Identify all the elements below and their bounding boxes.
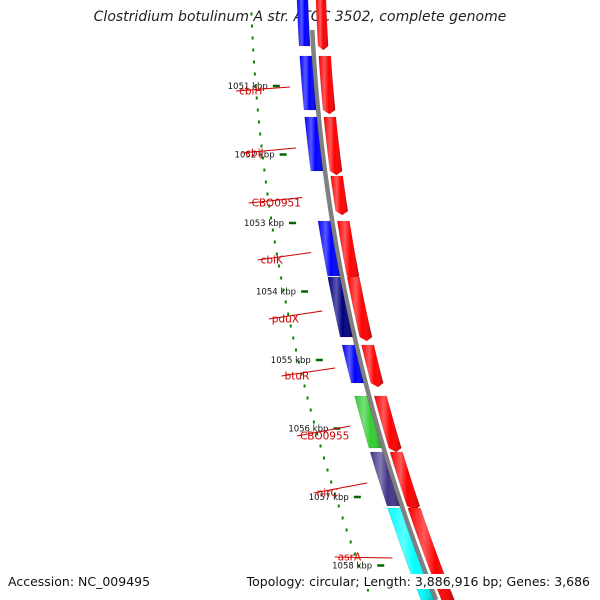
cds-arrow-shading: [323, 117, 343, 175]
cog-block-shading: [354, 396, 382, 448]
cog-block-shading: [342, 345, 364, 383]
gc-dot: [252, 48, 255, 52]
gene-label-leader: [281, 367, 336, 377]
gc-dot: [275, 252, 278, 256]
gene-label: btuR: [285, 371, 310, 383]
gene-label: cbiJ: [245, 148, 263, 160]
genome-stats-label: Topology: circular; Length: 3,886,916 bp…: [246, 574, 590, 589]
tick-label: 1051 kbp: [228, 82, 268, 92]
tick-label: 1057 kbp: [309, 493, 349, 503]
gc-dot: [292, 336, 295, 340]
gc-dot: [316, 432, 319, 436]
gc-dot: [254, 84, 257, 88]
gc-dot: [323, 456, 325, 460]
cog-block-shading: [304, 117, 323, 171]
gene-label-track: cbiH cbiJ CBO0951 cbiK pduX btuR CBO0955 nirC as…: [236, 86, 393, 564]
gene-label: cbiH: [239, 86, 262, 98]
gc-dot: [268, 204, 271, 208]
gene-label-leader: [257, 252, 312, 261]
gc-dot: [253, 72, 256, 76]
gene-label: pduX: [272, 314, 299, 326]
cds-arrow-shading: [374, 396, 402, 452]
gc-dot: [277, 264, 280, 268]
gc-dot: [263, 168, 266, 172]
gene-label-leader: [242, 147, 296, 154]
gc-dot: [270, 216, 273, 220]
gc-dot: [300, 372, 303, 376]
cds-arrow-shading: [361, 345, 384, 387]
tick-label: 1056 kbp: [288, 425, 328, 435]
gc-dot: [333, 492, 336, 496]
tick-label: 1055 kbp: [271, 356, 311, 366]
gc-dot: [284, 300, 287, 304]
gc-dot: [289, 324, 292, 328]
gc-dot: [366, 588, 369, 592]
tick-label: 1054 kbp: [256, 288, 296, 298]
gc-dot: [345, 528, 348, 532]
gene-label-leader: [334, 556, 393, 559]
gene-label-leader: [236, 86, 290, 92]
cog-block-shading: [299, 56, 317, 110]
gc-dot: [253, 60, 256, 64]
backbone-track: [310, 29, 439, 600]
gc-dot: [266, 192, 269, 196]
gc-dot: [250, 12, 253, 16]
gc-dot: [326, 468, 329, 472]
gene-label: CBO0951: [252, 198, 301, 210]
gc-dot: [341, 516, 344, 520]
gc-dot: [260, 144, 263, 148]
gc-dot: [353, 552, 356, 556]
gene-label-leader: [296, 425, 351, 437]
gc-dot: [337, 504, 340, 508]
gc-dot: [358, 564, 361, 568]
gc-dot: [312, 420, 315, 424]
cog-block-shading: [318, 221, 340, 276]
tick-label: 1058 kbp: [332, 562, 372, 572]
gc-dot: [256, 108, 259, 112]
gene-label-leader: [313, 482, 368, 494]
gc-dot: [330, 480, 333, 484]
gc-dot: [261, 156, 264, 160]
gc-dot: [282, 288, 285, 292]
cds-arrow-shading: [337, 221, 360, 280]
gc-dot: [251, 36, 254, 40]
cog-block-shading: [327, 277, 353, 337]
gc-dot: [287, 312, 290, 316]
cds-arrow-shading: [318, 56, 336, 114]
gc-dot: [264, 180, 267, 184]
gc-dot: [255, 96, 258, 100]
cog-block-shading: [297, 0, 311, 46]
gc-dot: [303, 384, 306, 388]
tick-label: 1052 kbp: [235, 151, 275, 161]
cog-block-shading: [370, 452, 400, 506]
gc-dot: [309, 408, 312, 412]
cog-track: [296, 0, 435, 600]
gc-dot: [259, 132, 262, 136]
tick-label: 1053 kbp: [244, 219, 284, 229]
gc-dot: [349, 540, 352, 544]
gc-dot: [306, 396, 309, 400]
gc-dot: [251, 24, 253, 28]
gene-label: nirC: [317, 488, 338, 500]
gc-dot: [295, 348, 298, 352]
cds-arrow-shading: [316, 0, 329, 50]
gc-dot: [273, 240, 276, 244]
gene-label-leader: [248, 197, 303, 204]
gc-dot: [280, 276, 283, 280]
kbp-tick-track: 1051 kbp 1052 kbp 1053 kbp 1054 kbp 1055 kbp…: [228, 82, 385, 572]
cds-arrow-shading: [390, 452, 420, 510]
cds-arrow-shading: [330, 176, 348, 215]
gc-dot: [319, 444, 322, 448]
gene-label: asrA: [338, 552, 362, 564]
gene-label: CBO0955: [300, 431, 349, 443]
cds-arrow-shading: [347, 277, 373, 341]
gc-dot: [297, 360, 300, 364]
accession-label: Accession: NC_009495: [8, 574, 151, 589]
gc-dot: [257, 120, 260, 124]
gc-dot: [271, 228, 274, 232]
backbone-line: [310, 29, 439, 600]
gene-label: cbiK: [261, 255, 284, 267]
gene-label-leader: [268, 310, 323, 320]
